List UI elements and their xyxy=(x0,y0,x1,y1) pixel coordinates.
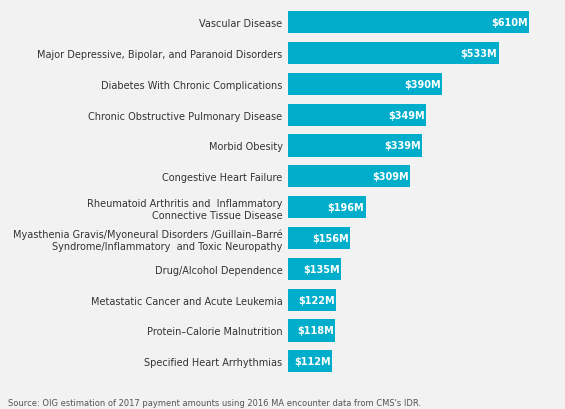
Text: $196M: $196M xyxy=(328,202,364,213)
Bar xyxy=(288,135,422,157)
Text: $309M: $309M xyxy=(372,172,409,182)
Bar xyxy=(288,351,332,373)
Bar xyxy=(288,43,498,65)
Text: $533M: $533M xyxy=(460,49,497,59)
Text: $112M: $112M xyxy=(294,356,331,366)
Bar xyxy=(288,227,350,249)
Text: $390M: $390M xyxy=(405,80,441,90)
Bar xyxy=(288,74,442,96)
Bar xyxy=(288,166,410,188)
Text: $349M: $349M xyxy=(388,110,425,120)
Bar xyxy=(288,12,529,34)
Bar xyxy=(288,197,366,219)
Bar xyxy=(288,104,426,126)
Text: $339M: $339M xyxy=(384,141,421,151)
Text: $122M: $122M xyxy=(298,295,335,305)
Text: $118M: $118M xyxy=(297,326,333,336)
Bar xyxy=(288,258,341,280)
Bar xyxy=(288,319,334,342)
Text: $610M: $610M xyxy=(491,18,528,28)
Text: $135M: $135M xyxy=(303,264,340,274)
Text: $156M: $156M xyxy=(312,234,349,243)
Bar xyxy=(288,289,336,311)
Text: Source: OIG estimation of 2017 payment amounts using 2016 MA encounter data from: Source: OIG estimation of 2017 payment a… xyxy=(8,398,421,407)
